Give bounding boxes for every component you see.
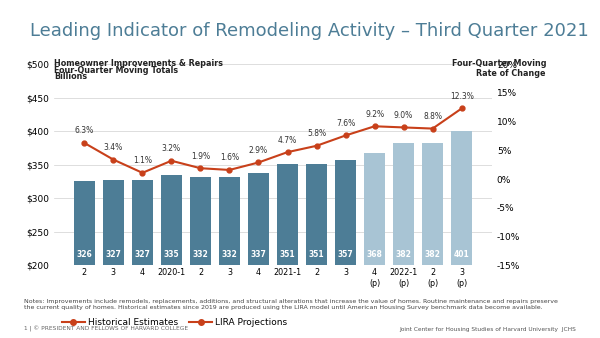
Text: 1.9%: 1.9% xyxy=(191,152,210,161)
Bar xyxy=(364,153,385,338)
Text: 327: 327 xyxy=(134,250,151,259)
Bar xyxy=(277,164,298,338)
Text: 326: 326 xyxy=(76,250,92,259)
Text: 9.2%: 9.2% xyxy=(365,110,384,119)
Text: 12.3%: 12.3% xyxy=(450,92,473,101)
Text: 332: 332 xyxy=(221,250,238,259)
Text: 5.8%: 5.8% xyxy=(307,129,326,138)
Text: 1.6%: 1.6% xyxy=(220,153,239,163)
Text: 327: 327 xyxy=(106,250,121,259)
Text: 6.3%: 6.3% xyxy=(75,126,94,136)
Text: 335: 335 xyxy=(164,250,179,259)
Bar xyxy=(219,177,240,338)
Text: 3.2%: 3.2% xyxy=(162,144,181,153)
Text: Leading Indicator of Remodeling Activity – Third Quarter 2021: Leading Indicator of Remodeling Activity… xyxy=(30,22,589,40)
Bar xyxy=(451,130,472,338)
Bar xyxy=(132,180,153,338)
Text: 337: 337 xyxy=(251,250,266,259)
Text: 357: 357 xyxy=(338,250,353,259)
Bar xyxy=(190,177,211,338)
Bar xyxy=(161,175,182,338)
Text: 368: 368 xyxy=(367,250,383,259)
Text: Notes: Improvements include remodels, replacements, additions, and structural al: Notes: Improvements include remodels, re… xyxy=(24,299,558,310)
Legend: Historical Estimates, LIRA Projections: Historical Estimates, LIRA Projections xyxy=(59,314,291,330)
Text: 2.9%: 2.9% xyxy=(249,146,268,155)
Text: Four-Quarter Moving Totals: Four-Quarter Moving Totals xyxy=(54,66,178,75)
Bar xyxy=(306,164,327,338)
Bar xyxy=(335,160,356,338)
Text: Joint Center for Housing Studies of Harvard University  JCHS: Joint Center for Housing Studies of Harv… xyxy=(399,327,576,332)
Text: 351: 351 xyxy=(280,250,295,259)
Bar xyxy=(248,173,269,338)
Bar xyxy=(103,180,124,338)
Text: 401: 401 xyxy=(454,250,470,259)
Text: Homeowner Improvements & Repairs: Homeowner Improvements & Repairs xyxy=(54,59,223,68)
Text: Four-Quarter Moving
Rate of Change: Four-Quarter Moving Rate of Change xyxy=(452,59,546,78)
Text: 382: 382 xyxy=(395,250,412,259)
Text: 382: 382 xyxy=(425,250,440,259)
Bar xyxy=(393,143,414,338)
Text: 1.1%: 1.1% xyxy=(133,156,152,165)
Bar xyxy=(422,143,443,338)
Text: 4.7%: 4.7% xyxy=(278,136,297,145)
Text: 7.6%: 7.6% xyxy=(336,119,355,128)
Text: 3.4%: 3.4% xyxy=(104,143,123,152)
Text: 1 | © PRESIDENT AND FELLOWS OF HARVARD COLLEGE: 1 | © PRESIDENT AND FELLOWS OF HARVARD C… xyxy=(24,326,188,332)
Text: 8.8%: 8.8% xyxy=(423,112,442,121)
Text: 9.0%: 9.0% xyxy=(394,111,413,120)
Bar xyxy=(74,181,95,338)
Text: Billions: Billions xyxy=(54,72,87,81)
Text: 351: 351 xyxy=(309,250,325,259)
Text: 332: 332 xyxy=(193,250,208,259)
